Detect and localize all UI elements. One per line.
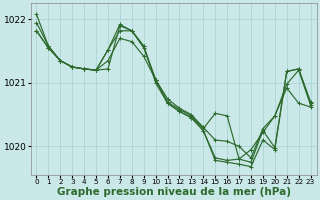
X-axis label: Graphe pression niveau de la mer (hPa): Graphe pression niveau de la mer (hPa) xyxy=(57,187,291,197)
